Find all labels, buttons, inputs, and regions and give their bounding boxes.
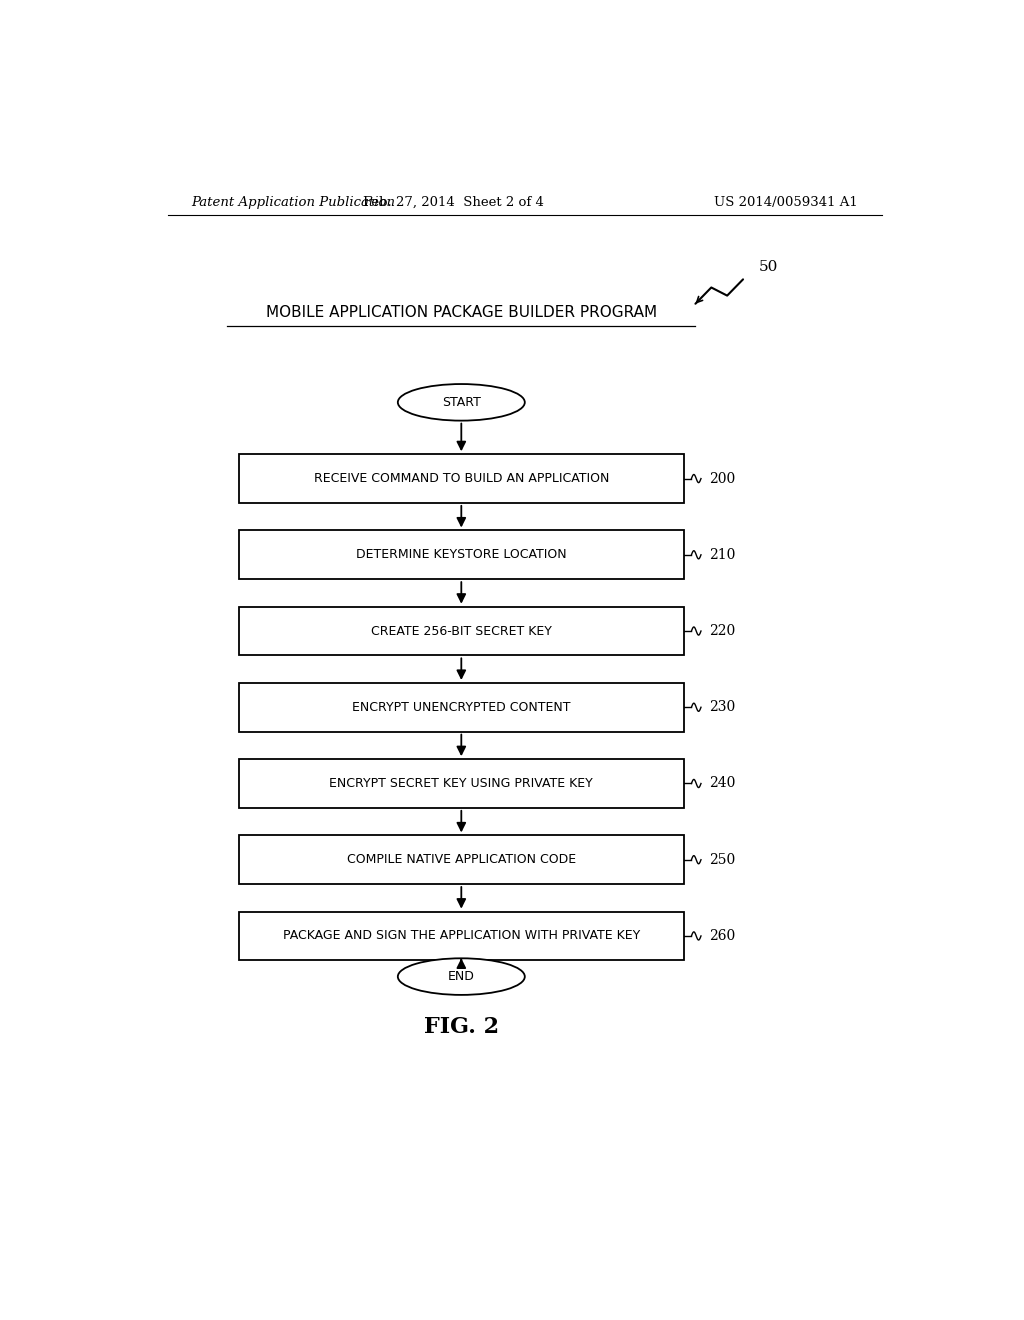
- Bar: [239, 454, 684, 503]
- Text: 240: 240: [709, 776, 735, 791]
- Text: FIG. 2: FIG. 2: [424, 1016, 499, 1039]
- Text: US 2014/0059341 A1: US 2014/0059341 A1: [715, 195, 858, 209]
- Text: 260: 260: [709, 929, 735, 942]
- Text: DETERMINE KEYSTORE LOCATION: DETERMINE KEYSTORE LOCATION: [356, 548, 566, 561]
- Ellipse shape: [397, 958, 525, 995]
- Bar: [239, 607, 684, 656]
- Bar: [239, 682, 684, 731]
- Text: ENCRYPT SECRET KEY USING PRIVATE KEY: ENCRYPT SECRET KEY USING PRIVATE KEY: [330, 777, 593, 789]
- Text: 250: 250: [709, 853, 735, 867]
- Bar: [239, 836, 684, 884]
- Text: COMPILE NATIVE APPLICATION CODE: COMPILE NATIVE APPLICATION CODE: [347, 853, 575, 866]
- Text: ENCRYPT UNENCRYPTED CONTENT: ENCRYPT UNENCRYPTED CONTENT: [352, 701, 570, 714]
- Text: 50: 50: [759, 260, 778, 275]
- Bar: [239, 912, 684, 961]
- Text: END: END: [447, 970, 475, 983]
- Bar: [239, 759, 684, 808]
- Text: 230: 230: [709, 700, 735, 714]
- Text: Feb. 27, 2014  Sheet 2 of 4: Feb. 27, 2014 Sheet 2 of 4: [362, 195, 544, 209]
- Bar: [239, 531, 684, 579]
- Text: Patent Application Publication: Patent Application Publication: [191, 195, 395, 209]
- Text: 220: 220: [709, 624, 735, 638]
- Text: RECEIVE COMMAND TO BUILD AN APPLICATION: RECEIVE COMMAND TO BUILD AN APPLICATION: [313, 473, 609, 484]
- Text: START: START: [442, 396, 480, 409]
- Ellipse shape: [397, 384, 525, 421]
- Text: 200: 200: [709, 471, 735, 486]
- Text: CREATE 256-BIT SECRET KEY: CREATE 256-BIT SECRET KEY: [371, 624, 552, 638]
- Text: 210: 210: [709, 548, 735, 562]
- Text: PACKAGE AND SIGN THE APPLICATION WITH PRIVATE KEY: PACKAGE AND SIGN THE APPLICATION WITH PR…: [283, 929, 640, 942]
- Text: MOBILE APPLICATION PACKAGE BUILDER PROGRAM: MOBILE APPLICATION PACKAGE BUILDER PROGR…: [266, 305, 656, 321]
